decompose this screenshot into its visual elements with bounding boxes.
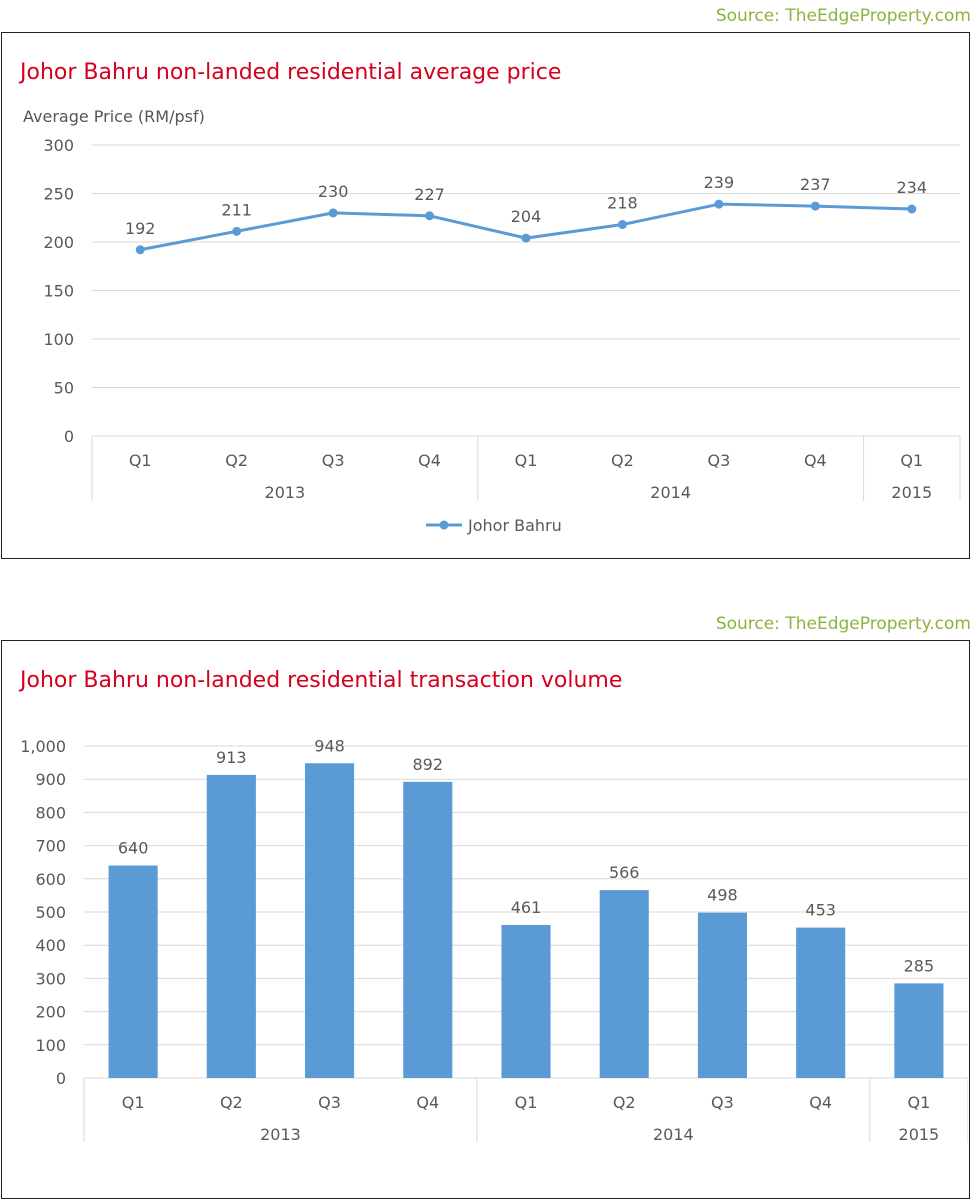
x-tick-label: Q2 [220, 1093, 243, 1112]
price-chart-panel: Johor Bahru non-landed residential avera… [1, 32, 970, 559]
bar [697, 912, 747, 1078]
x-tick-label: Q4 [416, 1093, 439, 1112]
y-tick-label: 150 [43, 282, 74, 301]
data-label: 239 [704, 173, 735, 192]
x-tick-label: Q1 [129, 451, 152, 470]
bar [206, 774, 256, 1078]
bar [599, 890, 649, 1078]
x-tick-label: Q2 [225, 451, 248, 470]
x-tick-label: Q1 [515, 1093, 538, 1112]
x-group-label: 2015 [891, 483, 932, 502]
x-tick-label: Q1 [907, 1093, 930, 1112]
y-tick-label: 100 [43, 330, 74, 349]
x-tick-label: Q4 [418, 451, 441, 470]
source-label-top: Source: TheEdgeProperty.com [715, 6, 971, 26]
data-label: 285 [904, 956, 935, 975]
y-tick-label: 0 [56, 1069, 66, 1088]
x-group-label: 2014 [653, 1125, 694, 1144]
data-label: 913 [216, 748, 247, 767]
y-tick-label: 400 [35, 936, 66, 955]
x-tick-label: Q2 [613, 1093, 636, 1112]
data-point [907, 204, 917, 214]
data-label: 218 [607, 194, 638, 213]
bar [403, 781, 453, 1078]
bar [894, 983, 944, 1078]
legend-marker [439, 520, 449, 530]
x-tick-label: Q1 [900, 451, 923, 470]
price-line-chart: 0 50 100 150 200 250 300 Q1 Q2 Q3 Q4 Q1 Q2 Q3 Q4 Q1 2013… [43, 136, 961, 535]
volume-bar-chart: 0 100 200 300 400 500 600 700 800 900 1,000 Q1 Q2 Q3 Q… [20, 736, 968, 1144]
bar [501, 924, 551, 1078]
x-tick-label: Q2 [611, 451, 634, 470]
x-group-label: 2015 [899, 1125, 940, 1144]
data-label: 204 [511, 207, 542, 226]
price-chart-title: Johor Bahru non-landed residential avera… [20, 60, 562, 85]
y-tick-label: 700 [35, 837, 66, 856]
x-tick-label: Q4 [809, 1093, 832, 1112]
data-point [810, 201, 820, 211]
y-tick-label: 1,000 [20, 737, 66, 756]
data-point [232, 226, 242, 236]
x-tick-label: Q3 [707, 451, 730, 470]
y-tick-label: 50 [54, 379, 74, 398]
data-label: 948 [314, 736, 345, 755]
data-point [135, 245, 145, 255]
data-label: 211 [221, 200, 252, 219]
data-label: 640 [118, 839, 149, 858]
x-tick-label: Q4 [804, 451, 827, 470]
x-group-label: 2014 [650, 483, 691, 502]
x-group-label: 2013 [265, 483, 306, 502]
y-tick-label: 0 [64, 427, 74, 446]
y-tick-label: 600 [35, 870, 66, 889]
source-label-bottom: Source: TheEdgeProperty.com [715, 614, 971, 634]
x-tick-label: Q3 [318, 1093, 341, 1112]
y-tick-label: 200 [43, 233, 74, 252]
data-label: 892 [413, 755, 444, 774]
bar [796, 927, 846, 1078]
y-tick-label: 100 [35, 1036, 66, 1055]
bar [305, 763, 355, 1078]
x-tick-label: Q1 [122, 1093, 145, 1112]
volume-chart-panel: Johor Bahru non-landed residential trans… [1, 640, 970, 1199]
price-chart-y-axis-label: Average Price (RM/psf) [23, 107, 205, 126]
data-label: 566 [609, 863, 640, 882]
data-label: 227 [414, 185, 445, 204]
data-label: 192 [125, 219, 156, 238]
x-tick-label: Q3 [322, 451, 345, 470]
data-point [714, 199, 724, 209]
y-tick-label: 300 [43, 136, 74, 155]
y-tick-label: 500 [35, 903, 66, 922]
data-label: 234 [897, 178, 928, 197]
x-tick-label: Q1 [515, 451, 538, 470]
y-tick-label: 800 [35, 803, 66, 822]
data-label: 237 [800, 175, 831, 194]
data-point [521, 233, 531, 243]
data-label: 453 [805, 901, 836, 920]
bar [108, 865, 158, 1078]
x-tick-label: Q3 [711, 1093, 734, 1112]
data-point [617, 220, 627, 230]
y-tick-label: 900 [35, 770, 66, 789]
y-tick-label: 300 [35, 969, 66, 988]
data-label: 461 [511, 898, 542, 917]
y-tick-label: 200 [35, 1003, 66, 1022]
data-point [328, 208, 338, 218]
x-group-label: 2013 [260, 1125, 301, 1144]
data-label: 498 [707, 886, 738, 905]
data-label: 230 [318, 182, 349, 201]
y-tick-label: 250 [43, 185, 74, 204]
data-point [425, 211, 435, 221]
legend-label: Johor Bahru [467, 516, 562, 535]
volume-chart-title: Johor Bahru non-landed residential trans… [20, 668, 623, 693]
